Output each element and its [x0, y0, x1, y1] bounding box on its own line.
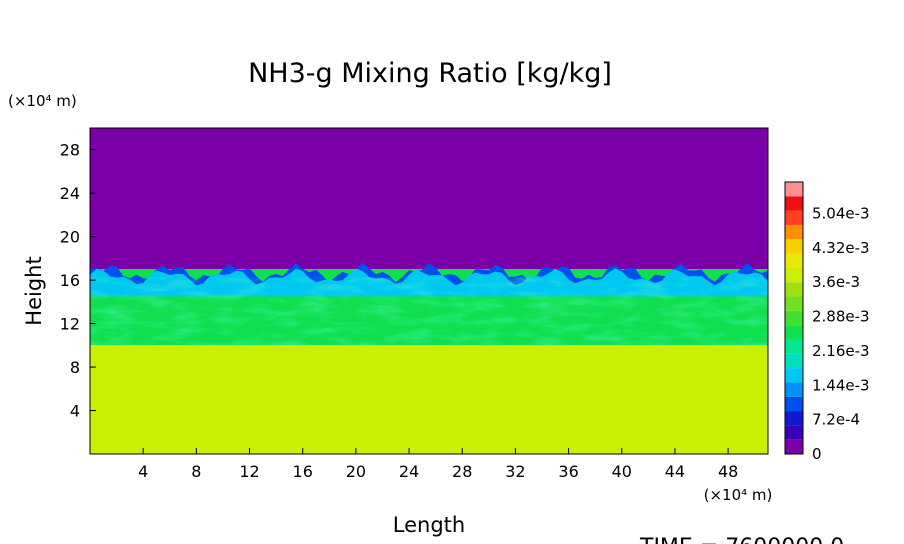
y-tick-label: 28	[60, 141, 80, 160]
colorbar-swatch	[785, 339, 803, 354]
colorbar-swatch	[785, 382, 803, 397]
x-tick-label: 8	[191, 462, 201, 481]
colorbar-swatch	[785, 282, 803, 297]
colorbar-swatch	[785, 196, 803, 211]
colorbar-labels: 0 7.2e-4 1.44e-3 2.16e-3 2.88e-3 3.6e-3 4.32e-…	[812, 204, 870, 463]
x-axis-label: Length	[393, 513, 465, 537]
colorbar-swatch	[785, 253, 803, 268]
colorbar-swatch	[785, 425, 803, 440]
x-tick-label: 36	[558, 462, 578, 481]
x-tick-label: 12	[239, 462, 259, 481]
turbulence-texture	[90, 277, 768, 346]
colorbar-label: 2.88e-3	[812, 308, 870, 326]
x-tick-label: 32	[505, 462, 525, 481]
x-tick-label: 40	[612, 462, 632, 481]
x-tick-label: 48	[718, 462, 738, 481]
x-tick-label: 4	[138, 462, 148, 481]
colorbar-swatch	[785, 368, 803, 383]
y-tick-labels: 4 8 12 16 20 24 28	[60, 141, 96, 421]
colorbar-label: 0	[812, 445, 822, 463]
y-axis-label: Height	[22, 256, 46, 325]
y-tick-label: 16	[60, 271, 80, 290]
x-tick-label: 28	[452, 462, 472, 481]
colorbar-label: 2.16e-3	[812, 342, 870, 360]
colorbar-swatch	[785, 396, 803, 412]
colorbar-frame	[784, 181, 804, 455]
colorbar-swatch	[785, 182, 803, 197]
x-axis-unit: (×10⁴ m)	[704, 486, 773, 504]
time-stamp: TIME = 7600000.0	[639, 535, 844, 544]
y-tick-label: 20	[60, 228, 80, 247]
colorbar-label: 4.32e-3	[812, 239, 870, 257]
colorbar-swatch	[785, 210, 803, 225]
colorbar-swatch	[785, 353, 803, 369]
colorbar-label: 3.6e-3	[812, 273, 860, 291]
y-tick-label: 12	[60, 315, 80, 334]
colorbar-swatch	[785, 310, 803, 326]
colorbar-swatch	[785, 325, 803, 340]
chart-title: NH3-g Mixing Ratio [kg/kg]	[248, 58, 612, 89]
x-tick-label: 44	[665, 462, 685, 481]
x-tick-label: 20	[346, 462, 366, 481]
colorbar-swatch	[785, 267, 803, 283]
x-tick-label: 24	[399, 462, 419, 481]
colorbar-swatch	[785, 239, 803, 254]
field-region-2	[90, 345, 768, 454]
colorbar-swatch	[785, 411, 803, 426]
colorbar-label: 5.04e-3	[812, 204, 870, 222]
colorbar-swatch	[785, 224, 803, 240]
y-axis-unit: (×10⁴ m)	[8, 92, 77, 110]
plot-frame	[89, 127, 769, 455]
colorbar-swatch	[785, 296, 803, 311]
colorbar-swatch	[785, 439, 803, 454]
x-tick-labels: 4 8 12 16 20 24 28 32 36 40 44 48	[138, 448, 738, 481]
x-tick-label: 16	[293, 462, 313, 481]
y-tick-label: 24	[60, 184, 80, 203]
field-region-0	[90, 128, 768, 270]
heatmap-field	[90, 128, 768, 454]
colorbar	[784, 181, 804, 455]
y-tick-label: 4	[70, 402, 80, 421]
colorbar-label: 1.44e-3	[812, 376, 870, 394]
y-tick-label: 8	[70, 358, 80, 377]
colorbar-label: 7.2e-4	[812, 411, 860, 429]
